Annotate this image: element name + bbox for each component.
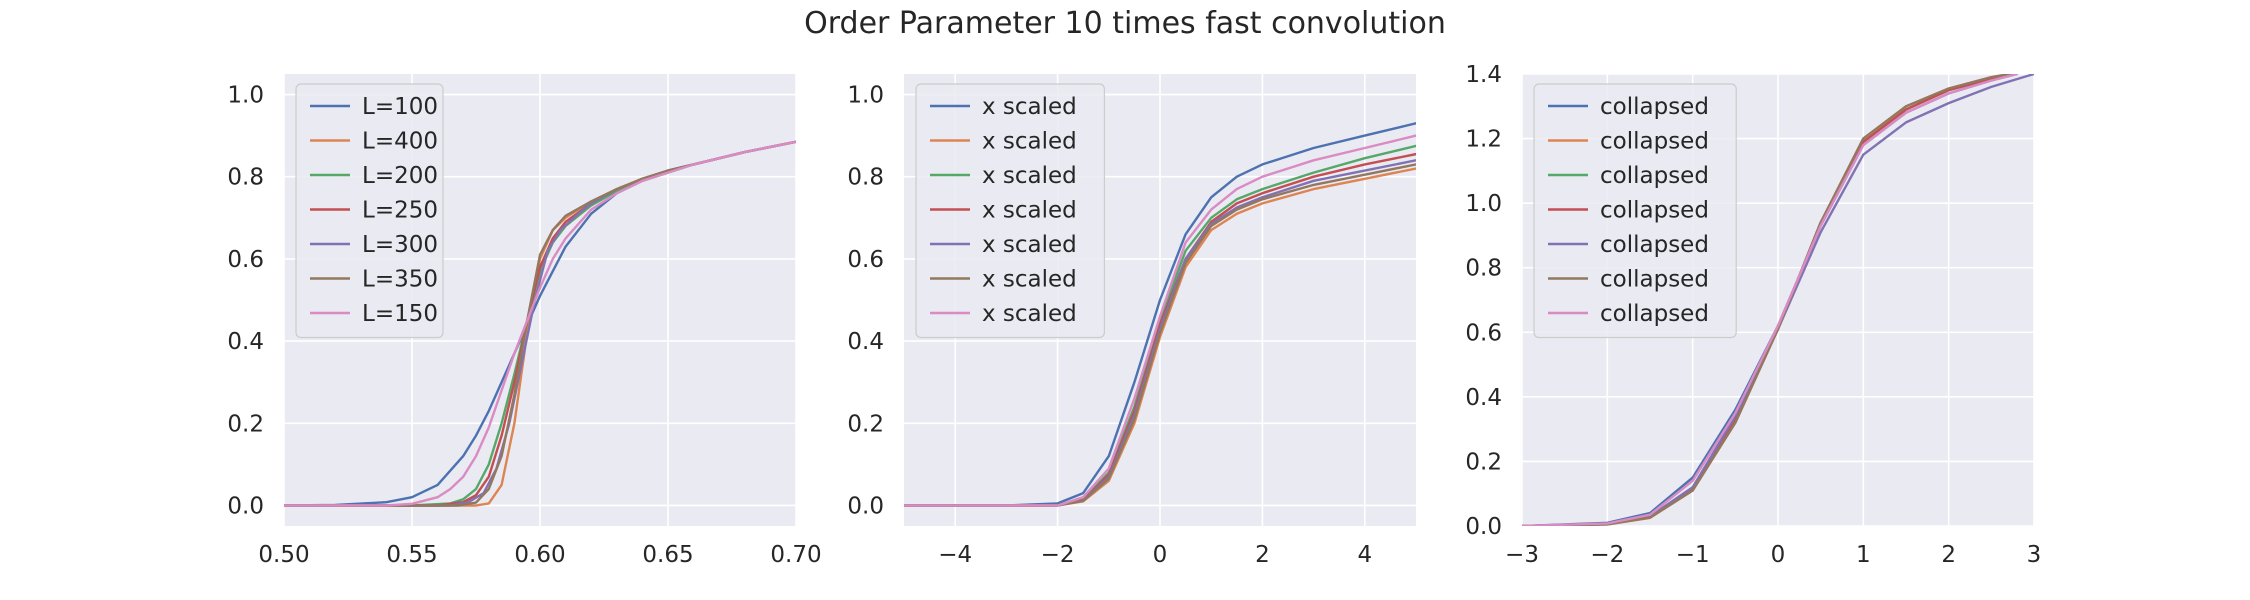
legend-label: collapsed (1600, 94, 1709, 120)
legend-frame (295, 83, 444, 339)
legend-frame (915, 83, 1105, 339)
legend-label: collapsed (1600, 198, 1709, 224)
x-tick-label: −4 (938, 542, 972, 568)
legend-label: collapsed (1600, 267, 1709, 293)
series-group (284, 140, 796, 507)
y-tick-label: 1.0 (227, 83, 264, 109)
legend-label: x scaled (982, 198, 1077, 224)
y-tick-label: 0.2 (1465, 449, 1502, 475)
x-tick-label: 4 (1357, 542, 1372, 568)
legend-label: L=400 (362, 129, 438, 155)
y-tick-label: 0.2 (847, 411, 884, 437)
series-line-7 (1522, 74, 2019, 526)
y-tick-label: 1.2 (1465, 127, 1502, 153)
x-tick-label: 1 (1856, 542, 1871, 568)
y-tick-label: 0.0 (1465, 514, 1502, 540)
x-tick-label: 0 (1771, 542, 1786, 568)
series-line-6 (284, 140, 796, 507)
x-tick-label: 0.50 (258, 542, 309, 568)
legend-label: L=100 (362, 94, 438, 120)
legend: collapsed collapsed collapsed collapsed coll… (1533, 83, 1737, 339)
y-tick-label: 1.0 (1465, 191, 1502, 217)
series-group (904, 122, 1416, 507)
legend-label: x scaled (982, 129, 1077, 155)
x-tick-label: 0.65 (642, 542, 693, 568)
y-tick-label: 0.6 (227, 247, 264, 273)
figure-title: Order Parameter 10 times fast convolutio… (804, 6, 1446, 41)
legend-label: collapsed (1600, 232, 1709, 258)
x-tick-label: 2 (1941, 542, 1956, 568)
legend-label: L=200 (362, 163, 438, 189)
x-tick-label: 0.60 (514, 542, 565, 568)
subplot-1: 0.50 0.55 0.60 0.65 0.70 0.0 0.2 0.4 0.6 0.8 1.0 L=… (227, 74, 822, 568)
legend-label: x scaled (982, 163, 1077, 189)
x-tick-label: 2 (1255, 542, 1270, 568)
series-group (1522, 74, 2034, 526)
y-tick-label: 0.0 (227, 493, 264, 519)
y-tick-label: 1.4 (1465, 62, 1502, 88)
y-tick-label: 0.4 (227, 329, 264, 355)
series-line-6 (904, 163, 1416, 507)
legend: x scaled x scaled x scaled x scaled x scaled… (915, 83, 1105, 339)
legend-label: x scaled (982, 301, 1077, 327)
x-tick-label: −2 (1041, 542, 1075, 568)
legend-label: x scaled (982, 267, 1077, 293)
legend-label: L=350 (362, 267, 438, 293)
x-tick-label: 0.70 (770, 542, 821, 568)
x-tick-label: 0 (1153, 542, 1168, 568)
y-tick-label: 0.8 (847, 165, 884, 191)
subplots: 0.50 0.55 0.60 0.65 0.700.00.20.40.60.81.0 L=… (227, 62, 2041, 568)
legend-label: L=300 (362, 232, 438, 258)
y-tick-label: 1.0 (847, 83, 884, 109)
series-line-1 (904, 122, 1416, 507)
x-tick-label: −3 (1505, 542, 1539, 568)
x-tick-label: 3 (2027, 542, 2042, 568)
y-tick-label: 0.0 (847, 493, 884, 519)
x-tick-label: −1 (1676, 542, 1710, 568)
legend-label: x scaled (982, 232, 1077, 258)
y-tick-label: 0.8 (227, 165, 264, 191)
legend-label: x scaled (982, 94, 1077, 120)
legend-frame (1533, 83, 1737, 339)
legend: L=100 L=400 L=200 L=250 L=300 L=350 L=150 (295, 83, 444, 339)
x-tick-label: 0.55 (386, 542, 437, 568)
y-tick-label: 0.2 (227, 411, 264, 437)
legend-label: L=250 (362, 198, 438, 224)
y-tick-label: 0.8 (1465, 256, 1502, 282)
legend-label: collapsed (1600, 129, 1709, 155)
y-tick-label: 0.6 (1465, 320, 1502, 346)
y-tick-label: 0.4 (847, 329, 884, 355)
legend-label: L=150 (362, 301, 438, 327)
legend-label: collapsed (1600, 301, 1709, 327)
series-line-7 (904, 134, 1416, 507)
subplot-3: −3 −2 −1 0 1 2 3 0.0 0.2 0.4 0.6 0.8 1.0 1.2 1.4 collap… (1465, 62, 2041, 568)
series-line-7 (284, 140, 796, 507)
y-tick-label: 0.4 (1465, 385, 1502, 411)
x-tick-label: −2 (1590, 542, 1624, 568)
y-tick-label: 0.6 (847, 247, 884, 273)
legend-label: collapsed (1600, 163, 1709, 189)
